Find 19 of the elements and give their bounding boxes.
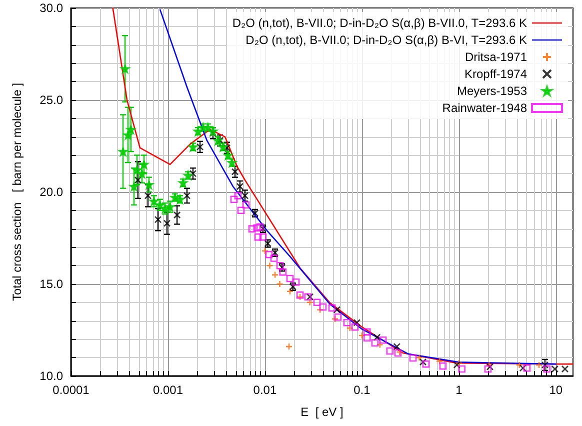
- y-tick-label: 20.0: [40, 185, 64, 199]
- x-tick-label: 1: [456, 383, 463, 397]
- y-axis-title: Total cross section [ barn per molecule ]: [10, 82, 24, 302]
- legend-label: D₂O (n,tot), B-VII.0; D-in-D₂O S(α,β) B-VII.0, T=293.6 K: [232, 16, 527, 30]
- y-tick-label: 10.0: [40, 369, 64, 383]
- legend-label: Kropff-1974: [464, 67, 528, 81]
- x-tick-label: 0.01: [253, 383, 277, 397]
- x-tick-label: 0.0001: [52, 383, 90, 397]
- legend-label: Meyers-1953: [456, 84, 528, 98]
- x-tick-label: 0.1: [354, 383, 371, 397]
- x-tick-label: 10: [549, 383, 563, 397]
- y-tick-label: 25.0: [40, 93, 64, 107]
- legend-label: D₂O (n,tot), B-VII.0; D-in-D₂O S(α,β) B-VI, T=293.6 K: [246, 33, 527, 47]
- y-tick-label: 30.0: [40, 1, 64, 15]
- y-tick-label: 15.0: [40, 277, 64, 291]
- x-axis-title: E [ eV ]: [300, 405, 344, 419]
- x-tick-label: 0.001: [152, 383, 184, 397]
- legend-label: Dritsa-1971: [464, 50, 528, 64]
- legend-label: Rainwater-1948: [442, 101, 528, 115]
